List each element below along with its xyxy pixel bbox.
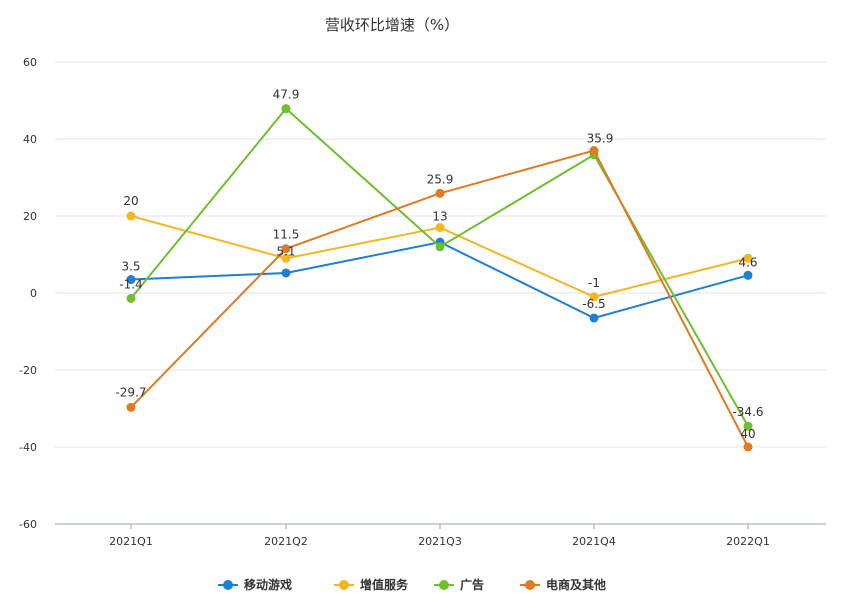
data-label: 5.1 — [276, 244, 295, 258]
data-point[interactable] — [126, 275, 136, 285]
legend-marker — [439, 580, 449, 590]
data-label: 25.9 — [427, 172, 454, 186]
y-tick-label: 60 — [23, 56, 37, 69]
data-point[interactable] — [281, 253, 291, 263]
chart-title: 营收环比增速（%） — [325, 16, 459, 34]
legend-item[interactable]: 增值服务 — [334, 577, 409, 592]
data-point[interactable] — [435, 223, 445, 233]
x-tick-label: 2021Q3 — [418, 535, 462, 548]
legend-item[interactable]: 电商及其他 — [520, 577, 606, 592]
data-point[interactable] — [589, 146, 599, 156]
data-label: 40 — [740, 427, 755, 441]
x-tick-label: 2021Q1 — [109, 535, 153, 548]
data-label: 13 — [432, 210, 447, 224]
data-point[interactable] — [281, 268, 291, 278]
series-line — [130, 241, 749, 320]
data-point[interactable] — [126, 293, 136, 303]
data-label: 35.9 — [587, 132, 614, 146]
legend-label: 增值服务 — [360, 577, 409, 592]
legend-item[interactable]: 移动游戏 — [218, 577, 292, 592]
y-tick-label: 0 — [30, 287, 37, 300]
data-point[interactable] — [126, 402, 136, 412]
data-label: 3.5 — [121, 260, 140, 274]
grid-layer: 60 40 20 0 -20 -40 -60 2021Q1 2021Q2 2021Q3 2021Q4… — [19, 56, 826, 548]
y-tick-label: -40 — [19, 441, 37, 454]
legend-marker — [525, 580, 535, 590]
data-point[interactable] — [589, 313, 599, 323]
y-tick-label: 40 — [23, 133, 37, 146]
data-point[interactable] — [281, 244, 291, 254]
legend-label: 广告 — [460, 577, 484, 592]
x-tick-label: 2021Q4 — [572, 535, 616, 548]
legend-marker — [339, 580, 349, 590]
data-label: -34.6 — [732, 405, 763, 419]
data-point[interactable] — [435, 242, 445, 252]
data-label: 4.6 — [738, 255, 757, 269]
data-point[interactable] — [435, 188, 445, 198]
data-label: 20 — [123, 194, 138, 208]
data-point[interactable] — [126, 211, 136, 221]
y-tick-label: 20 — [23, 210, 37, 223]
data-label: -1.4 — [119, 277, 142, 291]
data-point[interactable] — [743, 253, 753, 263]
data-point[interactable] — [281, 104, 291, 114]
x-tick-label: 2021Q2 — [264, 535, 308, 548]
data-point[interactable] — [743, 442, 753, 452]
legend-label: 电商及其他 — [546, 577, 606, 592]
data-point[interactable] — [589, 292, 599, 302]
data-point[interactable] — [743, 421, 753, 431]
legend-item[interactable]: 广告 — [434, 577, 484, 592]
y-tick-label: -20 — [19, 364, 37, 377]
legend-marker — [223, 580, 233, 590]
data-label: 11.5 — [273, 228, 300, 242]
data-label: 47.9 — [273, 88, 300, 102]
data-label: -6.5 — [582, 297, 605, 311]
data-point[interactable] — [743, 270, 753, 280]
y-tick-label: -60 — [19, 518, 37, 531]
data-label: -29.7 — [115, 385, 146, 399]
legend-label: 移动游戏 — [244, 577, 292, 592]
data-label: -1 — [588, 276, 600, 290]
x-tick-label: 2022Q1 — [726, 535, 770, 548]
legend[interactable]: 移动游戏 增值服务 广告 电商及其他 — [218, 577, 606, 592]
series-layer — [126, 104, 753, 452]
data-label-layer: 3.5 -6.5 4.6 20 5.1 13 -1 -1.4 47.9 -34.6 -29.7 11.… — [115, 88, 763, 441]
